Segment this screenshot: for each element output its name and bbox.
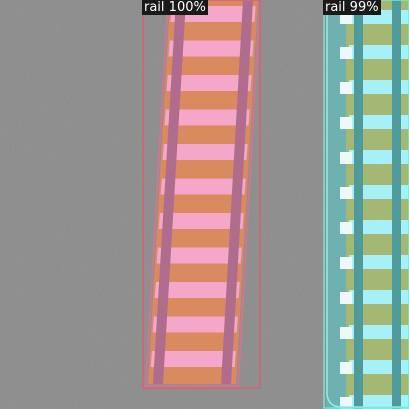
tie bbox=[160, 178, 246, 195]
tie-end bbox=[340, 47, 352, 59]
tie-end bbox=[340, 397, 352, 409]
tie-end bbox=[340, 117, 352, 129]
bounding-box-2 bbox=[323, 0, 409, 409]
rail-right-1 bbox=[221, 0, 253, 384]
tie-end bbox=[340, 222, 352, 234]
tie-end bbox=[340, 257, 352, 269]
tie-end bbox=[340, 152, 352, 164]
tie-end bbox=[340, 82, 352, 94]
tie bbox=[156, 247, 242, 264]
tie bbox=[166, 75, 252, 91]
edge-strip-2 bbox=[326, 0, 346, 409]
tie-end bbox=[340, 12, 352, 24]
tie bbox=[154, 282, 240, 298]
tie bbox=[158, 213, 244, 229]
tie-end bbox=[340, 362, 352, 374]
rail-right-2 bbox=[392, 0, 401, 409]
rail-left-2 bbox=[354, 0, 363, 409]
tie bbox=[150, 351, 236, 367]
detection-label-2: rail 99% bbox=[323, 0, 381, 15]
rail-track-2 bbox=[323, 0, 409, 409]
tie-end bbox=[340, 292, 352, 304]
tie bbox=[162, 144, 248, 160]
tie bbox=[164, 109, 250, 126]
mask-outline-1 bbox=[144, 0, 262, 387]
tie bbox=[168, 40, 254, 57]
mask-outline-2 bbox=[326, 0, 409, 408]
bounding-box-1 bbox=[142, 0, 261, 389]
tie-end bbox=[340, 327, 352, 339]
tie-end bbox=[340, 187, 352, 199]
tie bbox=[152, 316, 238, 333]
detection-label-1: rail 100% bbox=[142, 0, 208, 15]
rail-left-1 bbox=[153, 0, 186, 384]
